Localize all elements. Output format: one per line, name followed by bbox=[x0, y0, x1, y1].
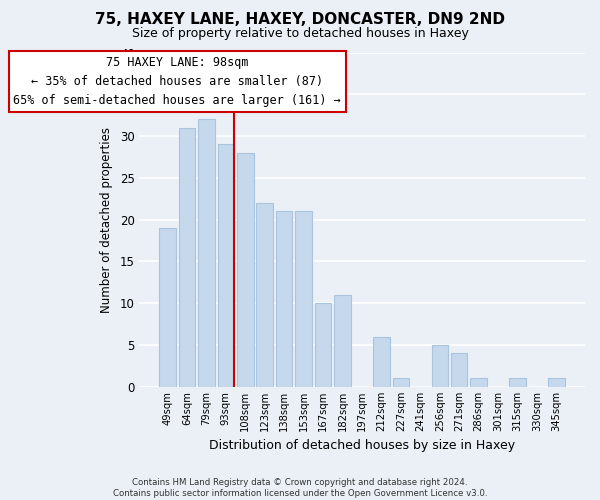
Bar bbox=[198, 120, 215, 386]
Text: 75, HAXEY LANE, HAXEY, DONCASTER, DN9 2ND: 75, HAXEY LANE, HAXEY, DONCASTER, DN9 2N… bbox=[95, 12, 505, 28]
Bar bbox=[295, 211, 312, 386]
Bar bbox=[256, 203, 273, 386]
Bar bbox=[509, 378, 526, 386]
Bar bbox=[431, 345, 448, 387]
Text: Size of property relative to detached houses in Haxey: Size of property relative to detached ho… bbox=[131, 28, 469, 40]
Bar bbox=[470, 378, 487, 386]
Bar bbox=[218, 144, 234, 386]
Bar bbox=[373, 336, 390, 386]
Bar bbox=[392, 378, 409, 386]
X-axis label: Distribution of detached houses by size in Haxey: Distribution of detached houses by size … bbox=[209, 440, 515, 452]
Bar bbox=[548, 378, 565, 386]
Bar bbox=[451, 353, 467, 386]
Text: 75 HAXEY LANE: 98sqm
← 35% of detached houses are smaller (87)
65% of semi-detac: 75 HAXEY LANE: 98sqm ← 35% of detached h… bbox=[13, 56, 341, 107]
Bar bbox=[315, 303, 331, 386]
Bar bbox=[179, 128, 195, 386]
Bar bbox=[334, 294, 351, 386]
Bar bbox=[237, 152, 254, 386]
Text: Contains HM Land Registry data © Crown copyright and database right 2024.
Contai: Contains HM Land Registry data © Crown c… bbox=[113, 478, 487, 498]
Y-axis label: Number of detached properties: Number of detached properties bbox=[100, 126, 113, 312]
Bar bbox=[159, 228, 176, 386]
Bar bbox=[276, 211, 292, 386]
